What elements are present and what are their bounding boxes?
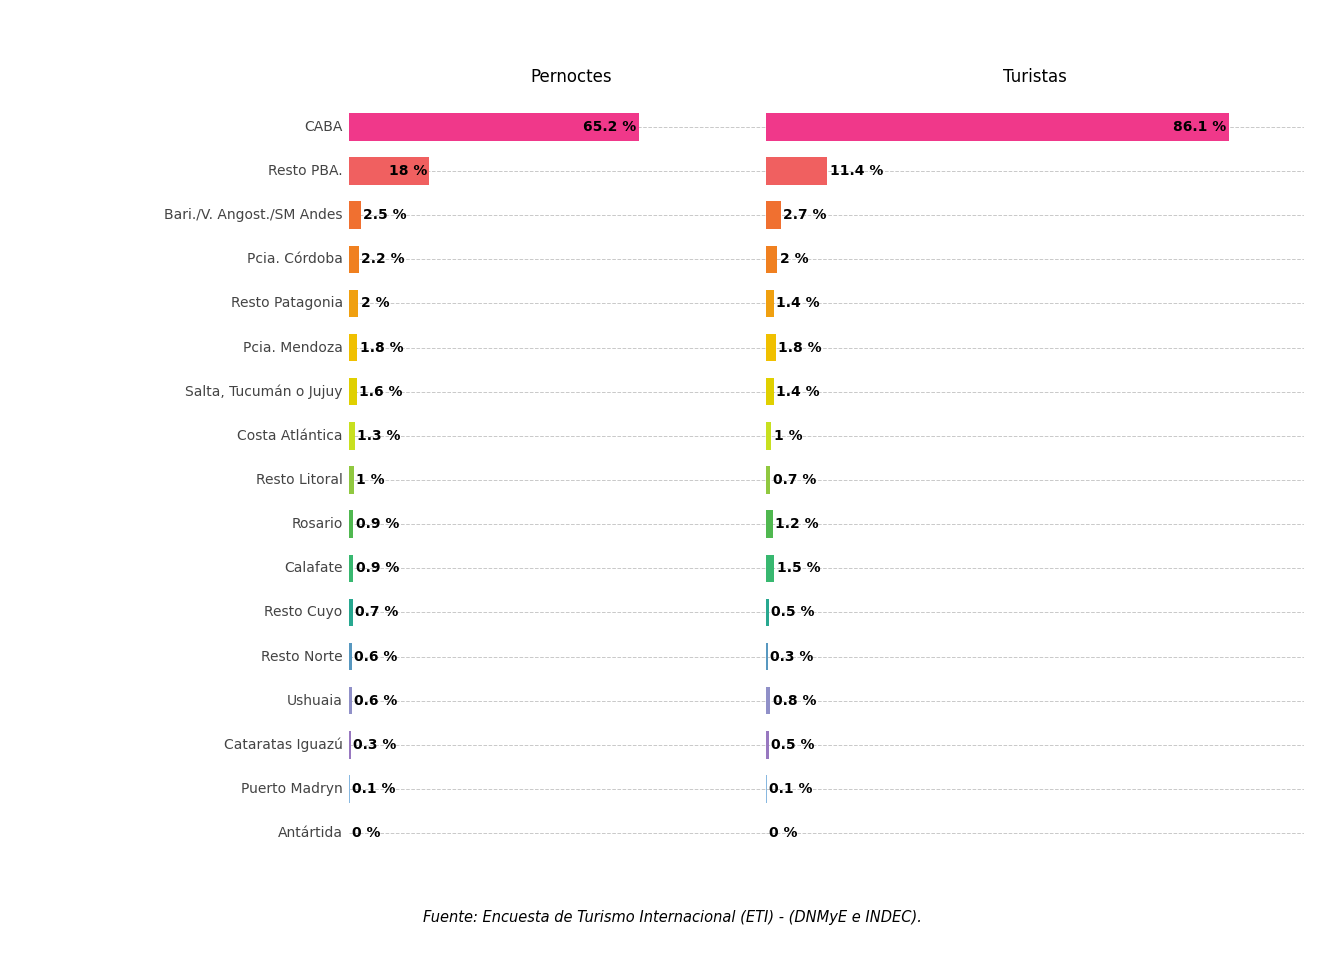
- Text: Pcia. Córdoba: Pcia. Córdoba: [247, 252, 343, 266]
- Bar: [349, 246, 359, 273]
- Bar: [766, 511, 773, 538]
- Bar: [766, 555, 774, 582]
- Text: 2.2 %: 2.2 %: [362, 252, 405, 266]
- Text: Cataratas Iguazú: Cataratas Iguazú: [224, 737, 343, 752]
- Text: Resto Cuyo: Resto Cuyo: [265, 606, 343, 619]
- Text: Resto Patagonia: Resto Patagonia: [231, 297, 343, 310]
- Text: 86.1 %: 86.1 %: [1173, 120, 1226, 133]
- Bar: [349, 202, 360, 228]
- Text: Resto PBA.: Resto PBA.: [267, 164, 343, 178]
- Bar: [766, 732, 769, 758]
- Text: 1.6 %: 1.6 %: [359, 385, 402, 398]
- Title: Pernoctes: Pernoctes: [531, 68, 612, 86]
- Text: Costa Atlántica: Costa Atlántica: [238, 429, 343, 443]
- Text: Fuente: Encuesta de Turismo Internacional (ETI) - (DNMyE e INDEC).: Fuente: Encuesta de Turismo Internaciona…: [422, 910, 922, 924]
- Text: 65.2 %: 65.2 %: [583, 120, 637, 133]
- Bar: [349, 643, 352, 670]
- Text: Calafate: Calafate: [284, 562, 343, 575]
- Bar: [766, 246, 777, 273]
- Text: 0.6 %: 0.6 %: [355, 694, 398, 708]
- Text: Salta, Tucumán o Jujuy: Salta, Tucumán o Jujuy: [185, 384, 343, 399]
- Bar: [349, 687, 352, 714]
- Text: Resto Litoral: Resto Litoral: [255, 473, 343, 487]
- Text: 0.1 %: 0.1 %: [769, 782, 813, 796]
- Bar: [766, 334, 775, 361]
- Text: 0 %: 0 %: [352, 827, 380, 840]
- Text: 0.5 %: 0.5 %: [771, 738, 814, 752]
- Text: Rosario: Rosario: [292, 517, 343, 531]
- Bar: [349, 555, 353, 582]
- Text: 1.4 %: 1.4 %: [777, 297, 820, 310]
- Text: 1.3 %: 1.3 %: [358, 429, 401, 443]
- Text: 2 %: 2 %: [360, 297, 390, 310]
- Text: 2.5 %: 2.5 %: [363, 208, 406, 222]
- Text: 0.8 %: 0.8 %: [773, 694, 817, 708]
- Bar: [766, 687, 770, 714]
- Bar: [766, 643, 767, 670]
- Text: Bari./V. Angost./SM Andes: Bari./V. Angost./SM Andes: [164, 208, 343, 222]
- Text: Puerto Madryn: Puerto Madryn: [241, 782, 343, 796]
- Text: Pcia. Mendoza: Pcia. Mendoza: [243, 341, 343, 354]
- Text: 18 %: 18 %: [388, 164, 427, 178]
- Title: Turistas: Turistas: [1003, 68, 1067, 86]
- Text: 0.1 %: 0.1 %: [352, 782, 395, 796]
- Bar: [349, 467, 353, 493]
- Bar: [766, 422, 771, 449]
- Text: 2.7 %: 2.7 %: [784, 208, 827, 222]
- Bar: [766, 202, 781, 228]
- Bar: [349, 511, 353, 538]
- Text: 0.6 %: 0.6 %: [355, 650, 398, 663]
- Text: 1.4 %: 1.4 %: [777, 385, 820, 398]
- Text: 1 %: 1 %: [774, 429, 802, 443]
- Bar: [349, 290, 359, 317]
- Bar: [766, 378, 774, 405]
- Text: Antártida: Antártida: [278, 827, 343, 840]
- Bar: [766, 599, 769, 626]
- Text: 1.8 %: 1.8 %: [778, 341, 823, 354]
- Text: 0.9 %: 0.9 %: [356, 562, 399, 575]
- Text: 2 %: 2 %: [780, 252, 808, 266]
- Text: 0.5 %: 0.5 %: [771, 606, 814, 619]
- Text: CABA: CABA: [304, 120, 343, 133]
- Bar: [349, 599, 352, 626]
- Text: 0.3 %: 0.3 %: [770, 650, 813, 663]
- Text: Ushuaia: Ushuaia: [286, 694, 343, 708]
- Text: 1.2 %: 1.2 %: [775, 517, 818, 531]
- Bar: [349, 378, 356, 405]
- Bar: [349, 422, 355, 449]
- Text: 1.8 %: 1.8 %: [360, 341, 403, 354]
- Bar: [349, 157, 429, 184]
- Bar: [766, 157, 828, 184]
- Bar: [766, 113, 1228, 140]
- Text: 11.4 %: 11.4 %: [831, 164, 883, 178]
- Text: Resto Norte: Resto Norte: [261, 650, 343, 663]
- Bar: [349, 334, 358, 361]
- Text: 0.9 %: 0.9 %: [356, 517, 399, 531]
- Text: 0.7 %: 0.7 %: [355, 606, 398, 619]
- Bar: [349, 113, 638, 140]
- Text: 1 %: 1 %: [356, 473, 384, 487]
- Text: 0.3 %: 0.3 %: [353, 738, 396, 752]
- Bar: [766, 290, 774, 317]
- Text: 1.5 %: 1.5 %: [777, 562, 820, 575]
- Bar: [766, 467, 770, 493]
- Text: 0.7 %: 0.7 %: [773, 473, 816, 487]
- Text: 0 %: 0 %: [769, 827, 797, 840]
